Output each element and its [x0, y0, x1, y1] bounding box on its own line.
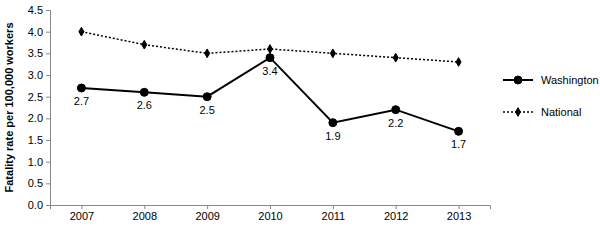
y-tick-mark	[46, 32, 50, 33]
y-tick-label: 2.5	[28, 91, 43, 103]
x-tick-mark	[396, 205, 397, 209]
x-tick-label: 2007	[70, 210, 94, 222]
series-marker	[142, 40, 147, 49]
y-tick: 4.0	[28, 26, 50, 38]
x-tick: 2012	[384, 205, 408, 222]
y-tick-mark	[46, 140, 50, 141]
y-tick-mark	[46, 118, 50, 119]
x-tick-label: 2013	[447, 210, 471, 222]
y-tick-mark	[46, 53, 50, 54]
series-marker	[329, 119, 337, 127]
y-tick-label: 1.5	[28, 134, 43, 146]
x-tick-mark	[207, 205, 208, 209]
data-label: 3.4	[262, 65, 277, 77]
x-tick: 2011	[322, 205, 346, 222]
y-tick-label: 4.5	[28, 4, 43, 16]
y-tick-label: 4.0	[28, 26, 43, 38]
y-axis-title: Fatality rate per 100,000 workers	[3, 23, 15, 193]
y-tick-label: 0.5	[28, 177, 43, 189]
legend-marker	[515, 108, 520, 117]
x-tick: 2010	[258, 205, 282, 222]
y-tick-label: 3.5	[28, 47, 43, 59]
series-marker	[456, 58, 461, 67]
y-tick: 3.5	[28, 47, 50, 59]
y-tick-mark	[46, 162, 50, 163]
x-tick-mark	[459, 205, 460, 209]
y-tick: 1.5	[28, 134, 50, 146]
y-tick-mark	[46, 183, 50, 184]
x-tick-mark	[333, 205, 334, 209]
series-marker	[140, 88, 148, 96]
y-tick-mark	[46, 205, 50, 206]
x-tick: 2007	[70, 205, 94, 222]
series-line	[81, 58, 458, 132]
y-tick: 2.0	[28, 112, 50, 124]
y-tick-label: 1.0	[28, 156, 43, 168]
data-label: 2.7	[74, 95, 89, 107]
x-tick-label: 2008	[133, 210, 157, 222]
y-tick: 0.5	[28, 177, 50, 189]
y-tick: 3.0	[28, 69, 50, 81]
y-tick: 4.5	[28, 4, 50, 16]
series-marker	[392, 106, 400, 114]
data-label: 1.9	[325, 130, 340, 142]
series-marker	[77, 84, 85, 92]
x-tick-label: 2012	[384, 210, 408, 222]
series-marker	[455, 127, 463, 135]
series-marker	[393, 53, 398, 62]
plot-area	[77, 27, 462, 135]
y-tick-label: 0.0	[28, 199, 43, 211]
series-marker	[330, 49, 335, 58]
series-marker	[203, 93, 211, 101]
legend-entry: National	[503, 106, 581, 118]
x-tick: 2008	[133, 205, 157, 222]
x-axis-line	[51, 206, 491, 210]
legend-label: National	[541, 106, 581, 118]
y-tick: 2.5	[28, 91, 50, 103]
y-tick-label: 3.0	[28, 69, 43, 81]
y-tick: 1.0	[28, 156, 50, 168]
legend-label: Washington	[541, 74, 599, 86]
legend: Washington National	[503, 74, 599, 118]
x-tick: 2009	[195, 205, 219, 222]
y-tick-mark	[46, 10, 50, 11]
x-tick-mark	[81, 205, 82, 209]
legend-entry: Washington	[503, 74, 599, 86]
data-label: 2.2	[388, 117, 403, 129]
y-tick: 0.0	[28, 199, 50, 211]
x-tick: 2013	[447, 205, 471, 222]
series-marker	[267, 45, 272, 54]
x-tick-label: 2010	[258, 210, 282, 222]
legend-marker	[514, 76, 522, 84]
x-tick-label: 2009	[195, 210, 219, 222]
y-axis-line	[46, 11, 51, 206]
data-label: 1.7	[451, 138, 466, 150]
series-marker	[266, 54, 274, 62]
y-tick-label: 2.0	[28, 112, 43, 124]
y-tick-mark	[46, 97, 50, 98]
data-label: 2.6	[137, 99, 152, 111]
x-axis: 2007 2008 2009 2010 2011 2012 2013	[51, 205, 491, 222]
x-tick-mark	[144, 205, 145, 209]
chart: 0.00.51.01.52.02.53.03.54.04.52007200820…	[0, 0, 600, 230]
data-label: 2.5	[199, 104, 214, 116]
x-tick-label: 2011	[322, 210, 346, 222]
x-tick-mark	[270, 205, 271, 209]
data-labels: 2.7 2.6 2.5 3.4 1.9 2.2 1.7	[74, 65, 466, 151]
series-line	[81, 32, 458, 62]
series-marker	[205, 49, 210, 58]
y-tick-mark	[46, 75, 50, 76]
series-marker	[79, 27, 84, 36]
y-axis: 0.0 0.5 1.0 1.5 2.0 2.5 3.0 3.5 4.0 4.5	[28, 4, 51, 211]
